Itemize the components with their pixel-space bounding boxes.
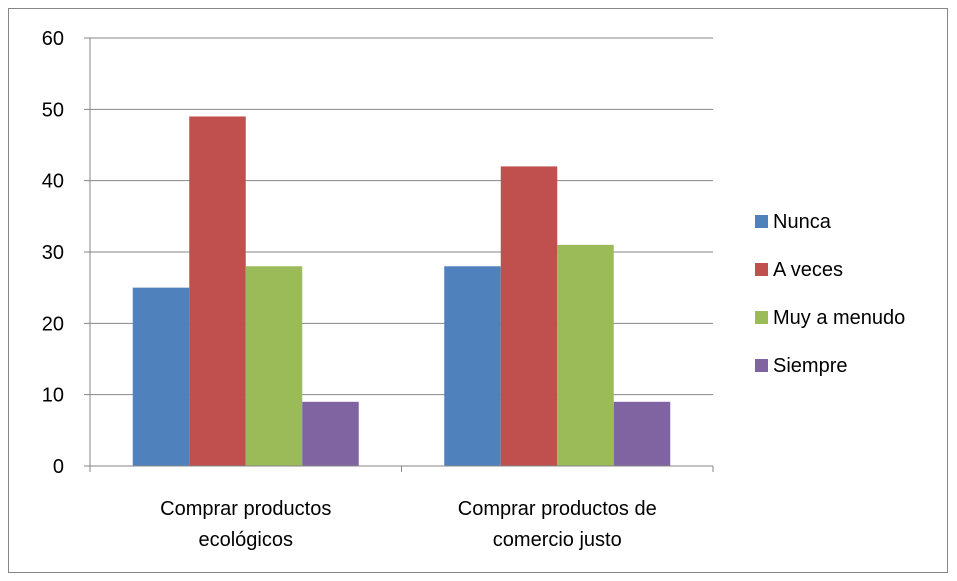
bar-nunca xyxy=(132,287,190,466)
x-category-label: Comprar productos de comercio justo xyxy=(458,498,657,551)
x-category-label-line: ecológicos xyxy=(198,529,293,551)
legend-swatch xyxy=(755,263,768,276)
legend-label: A veces xyxy=(773,259,843,281)
x-category-label-line: comercio justo xyxy=(493,529,622,551)
y-axis-ticks: 0 10 20 30 40 50 60 xyxy=(42,28,64,478)
legend-label: Nunca xyxy=(773,211,832,233)
x-category-label-line: Comprar productos xyxy=(160,498,331,520)
x-category-label: Comprar productos ecológicos xyxy=(160,498,331,551)
y-tick-label: 30 xyxy=(42,242,64,264)
legend-swatch xyxy=(755,215,768,228)
x-category-label-line: Comprar productos de xyxy=(458,498,657,520)
bar-a-veces xyxy=(189,116,246,466)
legend-label: Siempre xyxy=(773,355,847,377)
bar-a-veces xyxy=(500,166,558,466)
y-tick-label: 20 xyxy=(42,313,64,335)
axes xyxy=(89,38,714,472)
legend-swatch xyxy=(755,359,768,372)
bar-siempre xyxy=(302,401,359,466)
legend-label: Muy a menudo xyxy=(773,307,905,329)
legend-swatch xyxy=(755,311,768,324)
y-tick-label: 50 xyxy=(42,99,64,121)
legend: Nunca A veces Muy a menudo Siempre xyxy=(755,211,905,377)
bar-nunca xyxy=(444,266,501,466)
y-tick-label: 0 xyxy=(53,456,64,478)
y-tick-label: 10 xyxy=(42,385,64,407)
bar-muy-a-menudo xyxy=(557,244,614,466)
y-tick-label: 60 xyxy=(42,28,64,50)
bar-siempre xyxy=(613,401,671,466)
y-tick-label: 40 xyxy=(42,171,64,193)
bars xyxy=(132,116,671,466)
bar-muy-a-menudo xyxy=(245,266,303,466)
